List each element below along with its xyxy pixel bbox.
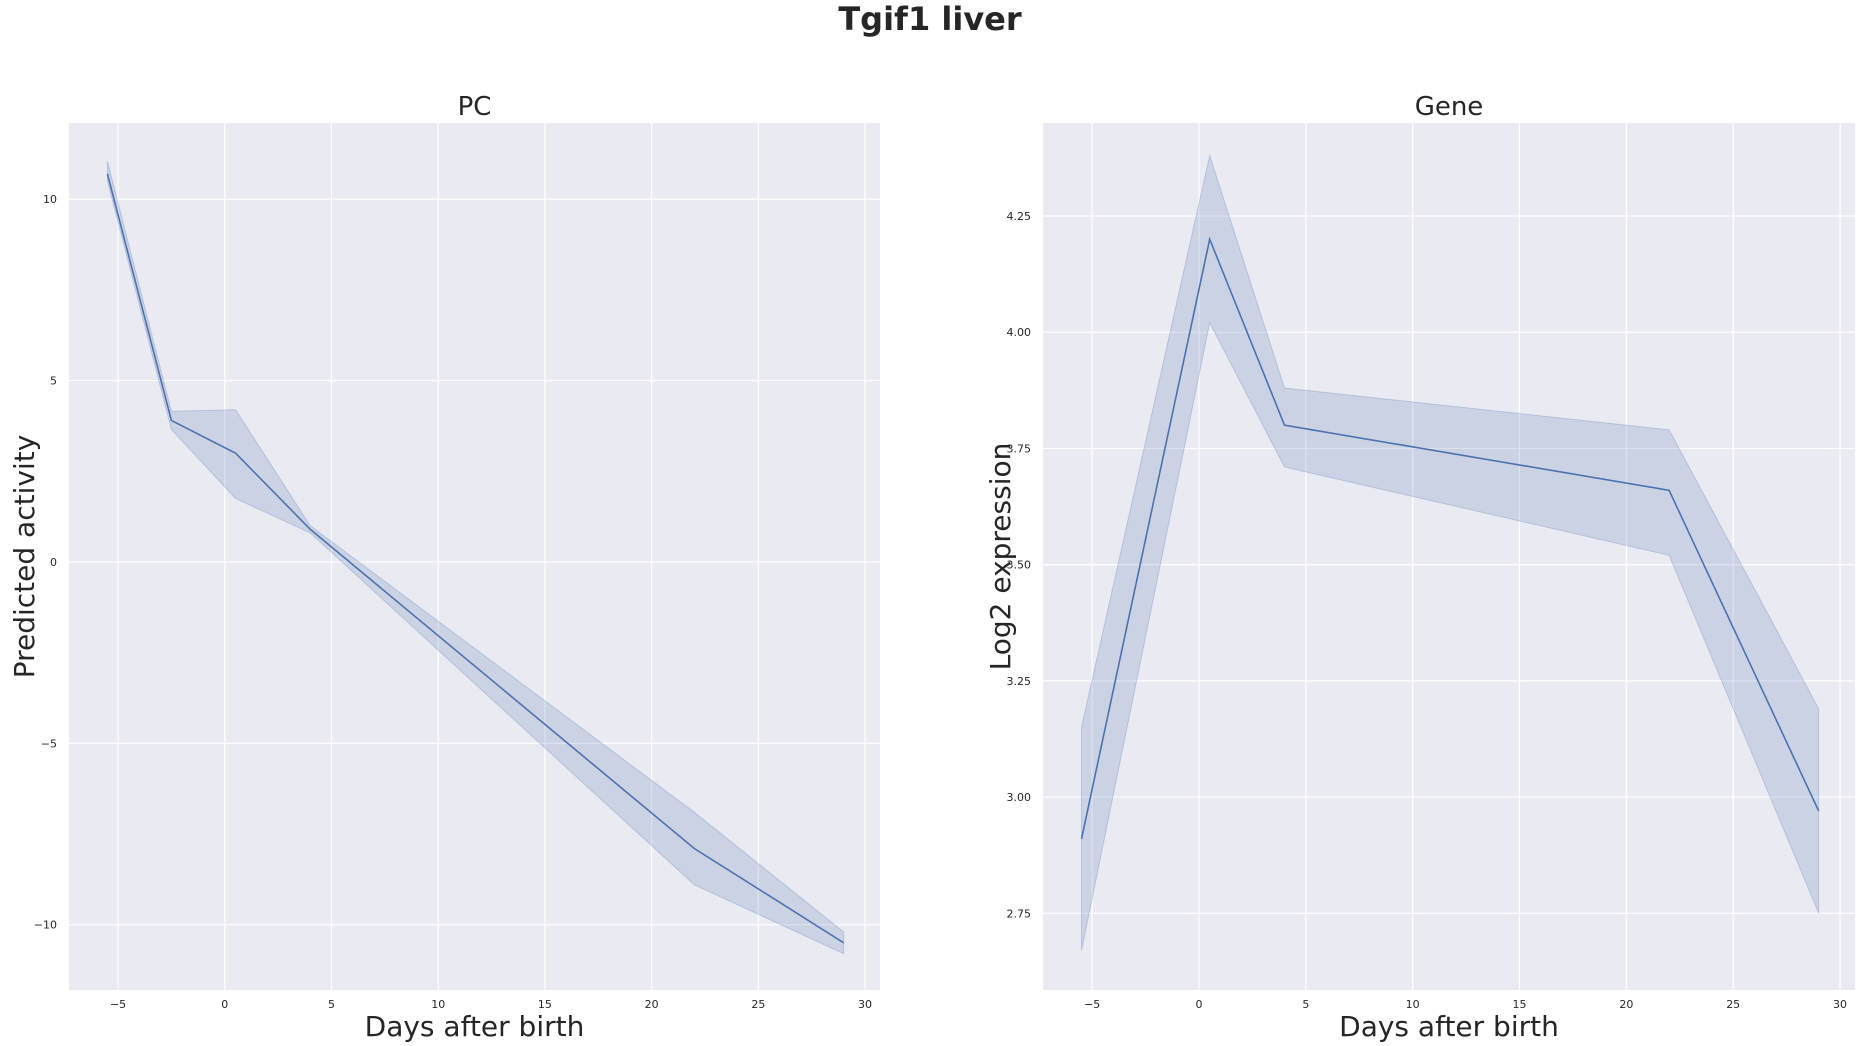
pc-x-axis-label: Days after birth [365, 1010, 585, 1043]
gene-x-tick-label: 20 [1619, 998, 1633, 1011]
pc-x-tick-label: 5 [328, 998, 335, 1011]
pc-y-tick-label: 0 [50, 556, 57, 569]
pc-x-tick-label: 0 [221, 998, 228, 1011]
gene-x-tick-label: 15 [1513, 998, 1527, 1011]
pc-y-axis-label: Predicted activity [8, 435, 41, 679]
pc-y-tick-label: −5 [41, 737, 57, 750]
gene-plot-area [1043, 123, 1855, 990]
gene-x-tick-label: 0 [1195, 998, 1202, 1011]
pc-y-tick-label: 10 [43, 193, 57, 206]
pc-x-tick-label: −5 [110, 998, 126, 1011]
gene-x-tick-label: 5 [1302, 998, 1309, 1011]
gene-confidence-band [1081, 153, 1820, 951]
gene-y-tick-label: 4.00 [1007, 326, 1032, 339]
gene-x-axis-label: Days after birth [1339, 1010, 1559, 1043]
figure-title: Tgif1 liver [838, 0, 1022, 38]
gene-x-tick-label: 25 [1726, 998, 1740, 1011]
gene-y-tick-label: 3.75 [1007, 442, 1032, 455]
gene-series-line [1080, 236, 1820, 840]
gene-x-tick-label: 30 [1833, 998, 1847, 1011]
gene-y-tick-label: 4.25 [1007, 210, 1032, 223]
pc-plot-area [69, 123, 880, 990]
pc-confidence-band [106, 160, 845, 955]
pc-panel-title: PC [458, 92, 492, 122]
pc-y-tick-label: 5 [50, 375, 57, 388]
pc-x-tick-label: 30 [858, 998, 872, 1011]
gene-y-tick-label: 3.25 [1007, 675, 1032, 688]
pc-x-tick-label: 10 [431, 998, 445, 1011]
panel-gene: −5 0 5 10 15 20 25 30 2.75 3.00 3.25 3.50 3.75 4.00 4.… [984, 92, 1855, 1043]
gene-y-tick-label: 3.50 [1007, 559, 1032, 572]
pc-x-tick-label: 25 [751, 998, 765, 1011]
gene-x-tick-label: −5 [1084, 998, 1100, 1011]
gene-x-tick-label: 10 [1406, 998, 1420, 1011]
gene-panel-title: Gene [1415, 92, 1484, 122]
pc-series-line [106, 173, 845, 944]
pc-x-tick-label: 20 [645, 998, 659, 1011]
pc-x-tick-label: 15 [538, 998, 552, 1011]
pc-y-tick-label: −10 [34, 919, 57, 932]
gene-y-axis-label: Log2 expression [984, 443, 1017, 671]
panel-pc: −5 0 5 10 15 20 25 30 −10 −5 0 5 10 PC Days after birt… [8, 92, 880, 1043]
gene-y-tick-label: 2.75 [1007, 907, 1032, 920]
gene-y-tick-label: 3.00 [1007, 791, 1032, 804]
